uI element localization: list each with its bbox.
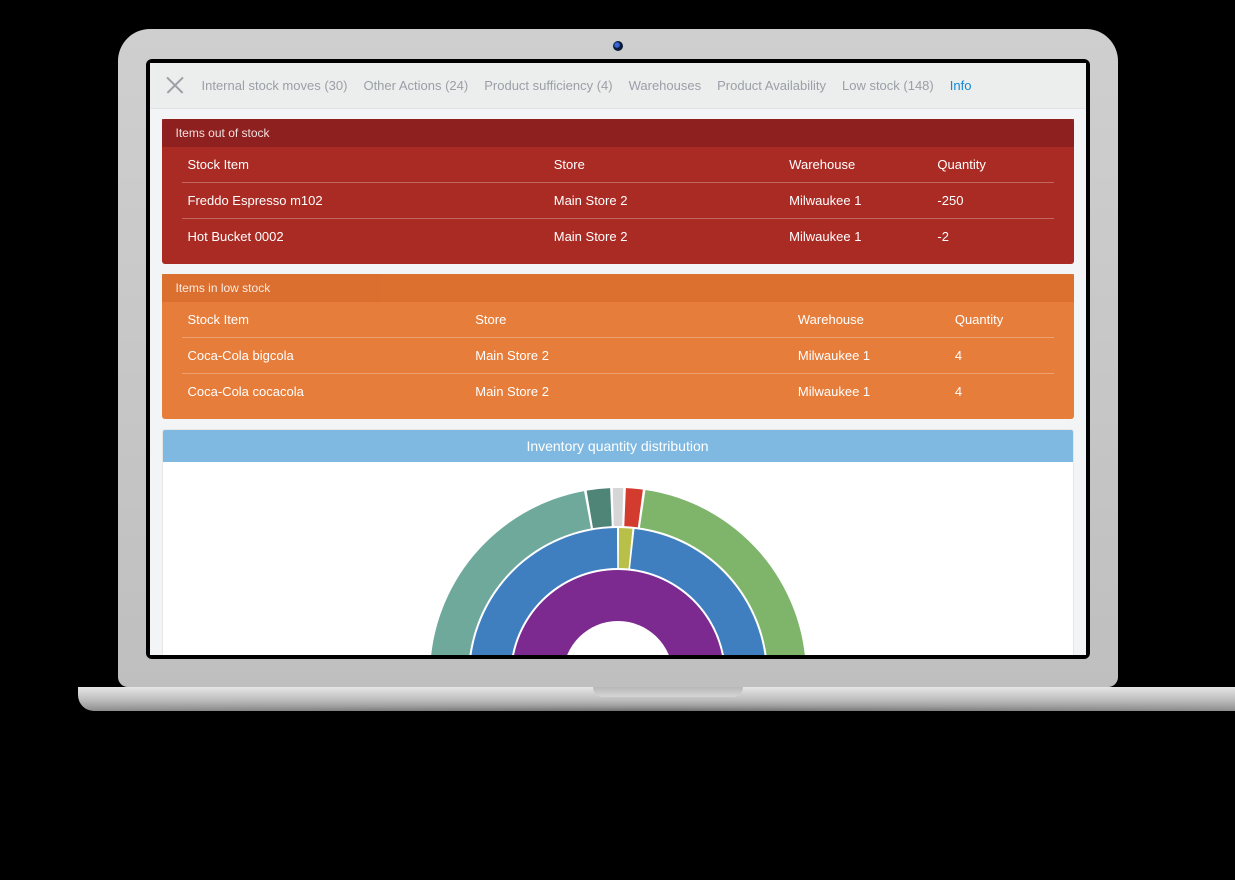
column-header: Store xyxy=(469,302,792,338)
table-cell: Milwaukee 1 xyxy=(792,373,949,409)
column-header: Quantity xyxy=(949,302,1054,338)
nav-tab[interactable]: Warehouses xyxy=(629,78,702,93)
donut-slice[interactable] xyxy=(612,488,622,526)
nav-tab[interactable]: Product Availability xyxy=(717,78,826,93)
camera-dot xyxy=(613,41,623,51)
table-cell: Coca-Cola bigcola xyxy=(182,337,470,373)
laptop-base xyxy=(78,687,1235,711)
table-cell: Milwaukee 1 xyxy=(783,182,931,218)
column-header: Quantity xyxy=(931,147,1053,183)
table-cell: Main Store 2 xyxy=(548,218,783,254)
semi-donut-chart xyxy=(358,476,878,655)
laptop-frame: Internal stock moves (30) Other Actions (… xyxy=(78,29,1158,781)
panel-out-of-stock-header: Items out of stock xyxy=(162,119,1074,147)
table-row[interactable]: Freddo Espresso m102Main Store 2Milwauke… xyxy=(182,182,1054,218)
screen: Internal stock moves (30) Other Actions (… xyxy=(150,63,1086,655)
table-cell: Milwaukee 1 xyxy=(792,337,949,373)
screen-bezel: Internal stock moves (30) Other Actions (… xyxy=(146,59,1090,659)
column-header: Stock Item xyxy=(182,302,470,338)
nav-tab[interactable]: Internal stock moves (30) xyxy=(202,78,348,93)
column-header: Stock Item xyxy=(182,147,548,183)
close-icon[interactable] xyxy=(164,74,186,96)
top-nav: Internal stock moves (30) Other Actions (… xyxy=(150,63,1086,109)
table-cell: Coca-Cola cocacola xyxy=(182,373,470,409)
tabs-host: Internal stock moves (30) Other Actions (… xyxy=(202,78,972,93)
table-row[interactable]: Coca-Cola bigcolaMain Store 2Milwaukee 1… xyxy=(182,337,1054,373)
panel-low-stock: Items in low stock Stock ItemStoreWareho… xyxy=(162,274,1074,419)
table-low-stock: Stock ItemStoreWarehouseQuantityCoca-Col… xyxy=(182,302,1054,409)
content-area: Items out of stock Stock ItemStoreWareho… xyxy=(150,109,1086,655)
panel-low-stock-header: Items in low stock xyxy=(162,274,1074,302)
table-cell: -250 xyxy=(931,182,1053,218)
nav-tab[interactable]: Product sufficiency (4) xyxy=(484,78,612,93)
table-row[interactable]: Coca-Cola cocacolaMain Store 2Milwaukee … xyxy=(182,373,1054,409)
nav-tab[interactable]: Low stock (148) xyxy=(842,78,934,93)
chart-title: Inventory quantity distribution xyxy=(163,430,1073,462)
table-cell: Hot Bucket 0002 xyxy=(182,218,548,254)
column-header: Warehouse xyxy=(783,147,931,183)
panel-low-stock-body: Stock ItemStoreWarehouseQuantityCoca-Col… xyxy=(162,302,1074,415)
laptop-lid: Internal stock moves (30) Other Actions (… xyxy=(118,29,1118,687)
table-cell: -2 xyxy=(931,218,1053,254)
table-row[interactable]: Hot Bucket 0002Main Store 2Milwaukee 1-2 xyxy=(182,218,1054,254)
column-header: Store xyxy=(548,147,783,183)
panel-out-of-stock-body: Stock ItemStoreWarehouseQuantityFreddo E… xyxy=(162,147,1074,260)
table-cell: Main Store 2 xyxy=(548,182,783,218)
table-out-of-stock: Stock ItemStoreWarehouseQuantityFreddo E… xyxy=(182,147,1054,254)
chart-area: Store City Mall (for xyxy=(163,476,1073,655)
table-cell: Main Store 2 xyxy=(469,337,792,373)
column-header: Warehouse xyxy=(792,302,949,338)
table-cell: 4 xyxy=(949,373,1054,409)
panel-out-of-stock: Items out of stock Stock ItemStoreWareho… xyxy=(162,119,1074,264)
laptop-shadow xyxy=(78,711,1235,781)
nav-tab[interactable]: Info xyxy=(950,78,972,93)
donut-slice[interactable] xyxy=(618,528,632,569)
donut-slice[interactable] xyxy=(586,488,611,528)
table-cell: 4 xyxy=(949,337,1054,373)
nav-tab[interactable]: Other Actions (24) xyxy=(363,78,468,93)
table-cell: Freddo Espresso m102 xyxy=(182,182,548,218)
table-cell: Milwaukee 1 xyxy=(783,218,931,254)
chart-card: Inventory quantity distribution Store Ci… xyxy=(162,429,1074,655)
table-cell: Main Store 2 xyxy=(469,373,792,409)
donut-slice[interactable] xyxy=(624,488,643,527)
